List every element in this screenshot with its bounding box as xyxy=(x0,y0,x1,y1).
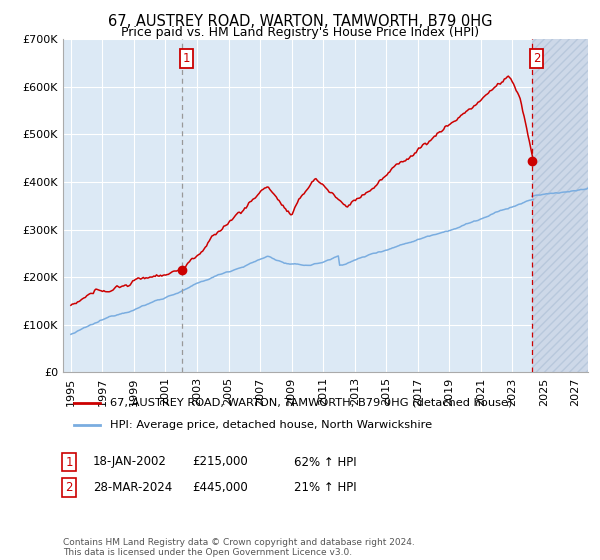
Text: Contains HM Land Registry data © Crown copyright and database right 2024.
This d: Contains HM Land Registry data © Crown c… xyxy=(63,538,415,557)
Text: 1: 1 xyxy=(183,52,191,65)
Text: £445,000: £445,000 xyxy=(192,480,248,494)
Text: 67, AUSTREY ROAD, WARTON, TAMWORTH, B79 0HG (detached house): 67, AUSTREY ROAD, WARTON, TAMWORTH, B79 … xyxy=(110,398,512,408)
Bar xyxy=(532,39,588,372)
Text: HPI: Average price, detached house, North Warwickshire: HPI: Average price, detached house, Nort… xyxy=(110,420,433,430)
Text: 2: 2 xyxy=(533,52,541,65)
Text: Price paid vs. HM Land Registry's House Price Index (HPI): Price paid vs. HM Land Registry's House … xyxy=(121,26,479,39)
Text: £215,000: £215,000 xyxy=(192,455,248,469)
Text: 62% ↑ HPI: 62% ↑ HPI xyxy=(294,455,356,469)
Text: 2: 2 xyxy=(65,480,73,494)
Text: 21% ↑ HPI: 21% ↑ HPI xyxy=(294,480,356,494)
Text: 18-JAN-2002: 18-JAN-2002 xyxy=(93,455,167,469)
Text: 1: 1 xyxy=(65,455,73,469)
Text: 28-MAR-2024: 28-MAR-2024 xyxy=(93,480,172,494)
Text: 67, AUSTREY ROAD, WARTON, TAMWORTH, B79 0HG: 67, AUSTREY ROAD, WARTON, TAMWORTH, B79 … xyxy=(108,14,492,29)
